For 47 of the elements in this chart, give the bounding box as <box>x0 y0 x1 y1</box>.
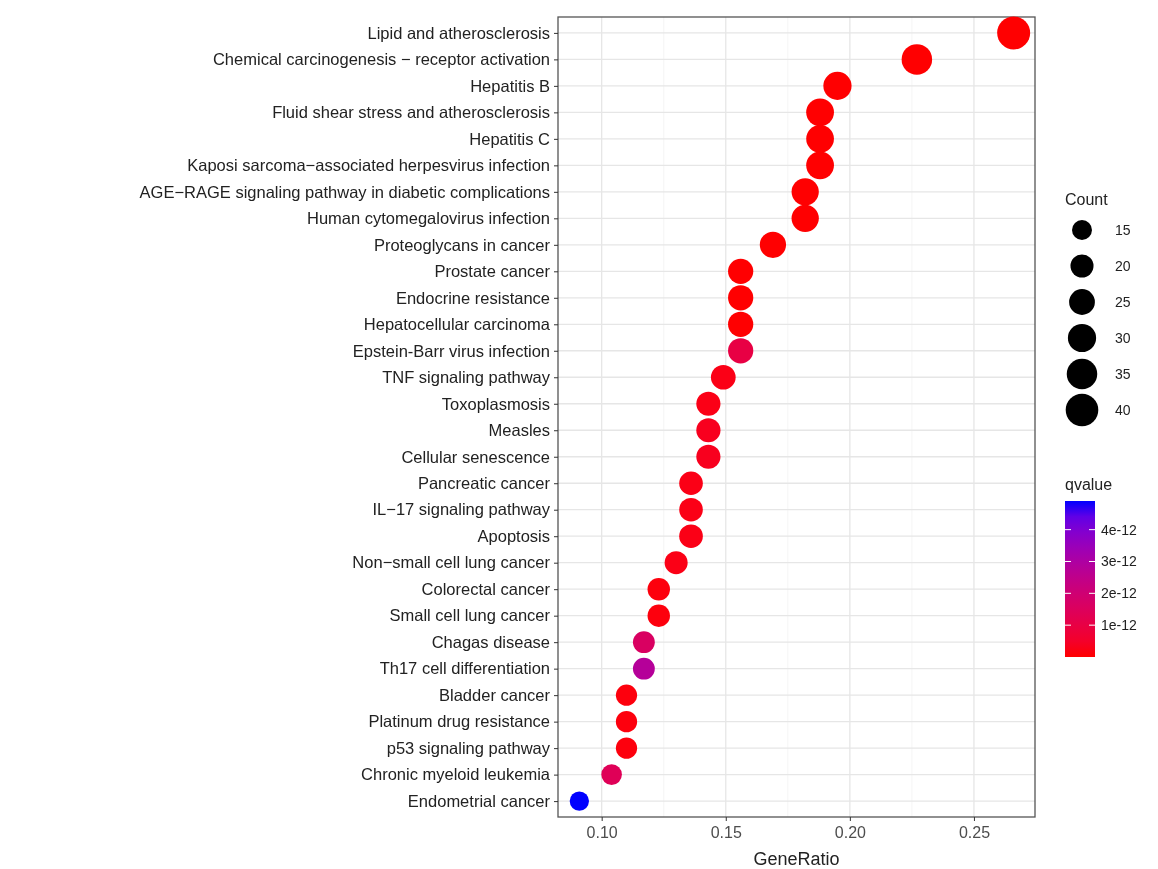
y-tick-label: Hepatitis C <box>469 129 551 148</box>
y-tick-label: Colorectal cancer <box>421 579 551 598</box>
x-tick-label: 0.15 <box>710 824 742 842</box>
y-tick-label: Lipid and atherosclerosis <box>367 23 550 42</box>
y-tick-label: Th17 cell differentiation <box>379 659 550 678</box>
y-tick-label: Epstein-Barr virus infection <box>352 341 550 360</box>
y-tick-label: Chronic myeloid leukemia <box>361 765 551 784</box>
y-tick-label: Endometrial cancer <box>407 791 551 810</box>
x-axis-title: GeneRatio <box>753 849 840 869</box>
color-bar-label: 1e-12 <box>1101 617 1138 634</box>
color-bar-label: 4e-12 <box>1101 521 1138 538</box>
y-tick-label: Cellular senescence <box>401 447 550 466</box>
y-tick-label: Measles <box>488 421 550 440</box>
y-tick-label: Prostate cancer <box>434 262 551 281</box>
y-tick-label: Proteoglycans in cancer <box>373 235 551 254</box>
y-tick-label: Non−small cell lung cancer <box>352 553 551 572</box>
legend-label: 35 <box>1115 366 1131 382</box>
y-tick-label: IL−17 signaling pathway <box>372 500 551 519</box>
y-tick-label: Apoptosis <box>477 526 550 545</box>
legend-label: 30 <box>1115 330 1131 346</box>
y-tick-label: Chagas disease <box>431 632 550 651</box>
legend-label: 40 <box>1115 402 1131 418</box>
legend-label: 15 <box>1115 222 1131 238</box>
y-tick-label: Bladder cancer <box>439 685 551 704</box>
x-tick-label: 0.20 <box>834 824 867 842</box>
color-bar-label: 2e-12 <box>1101 585 1138 602</box>
y-tick-label: Small cell lung cancer <box>389 606 551 625</box>
y-tick-label: Fluid shear stress and atherosclerosis <box>272 103 550 122</box>
y-tick-label: Hepatitis B <box>470 76 550 95</box>
x-tick-label: 0.25 <box>958 824 991 842</box>
y-tick-label: p53 signaling pathway <box>386 738 551 757</box>
y-tick-label: Kaposi sarcoma−associated herpesvirus infection <box>187 156 550 175</box>
color-bar-label: 3e-12 <box>1101 553 1138 570</box>
x-tick-label: 0.10 <box>586 824 618 842</box>
legend-label: 25 <box>1115 294 1131 310</box>
y-tick-label: Toxoplasmosis <box>441 394 550 413</box>
y-tick-label: TNF signaling pathway <box>382 368 551 387</box>
y-tick-label: Hepatocellular carcinoma <box>363 315 551 334</box>
y-tick-label: Endocrine resistance <box>395 288 550 307</box>
y-tick-label: Human cytomegalovirus infection <box>306 209 550 228</box>
legend-title: Count <box>1065 191 1109 208</box>
y-tick-label: AGE−RAGE signaling pathway in diabetic complications <box>139 182 550 201</box>
color-bar-title: qvalue <box>1065 476 1113 493</box>
legend-label: 20 <box>1115 258 1131 274</box>
y-tick-label: Pancreatic cancer <box>417 474 551 493</box>
y-tick-label: Chemical carcinogenesis − receptor activation <box>212 50 550 69</box>
y-tick-label: Platinum drug resistance <box>368 712 550 731</box>
